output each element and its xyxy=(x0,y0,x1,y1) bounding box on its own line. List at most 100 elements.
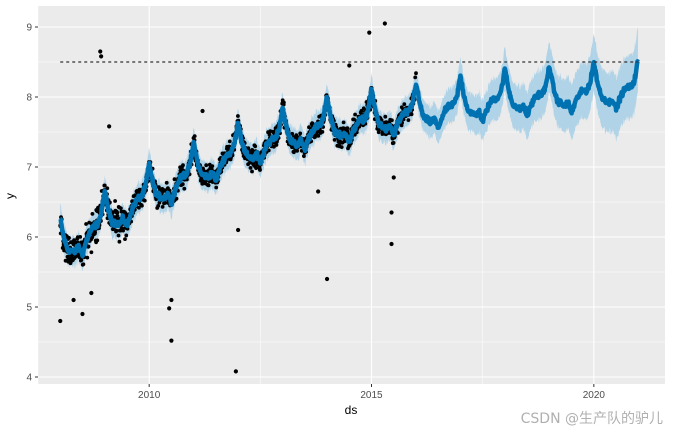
data-point xyxy=(142,198,147,203)
data-point xyxy=(79,258,84,262)
data-point xyxy=(90,212,95,216)
outlier-point xyxy=(71,297,76,303)
outlier-point xyxy=(347,63,352,68)
data-point xyxy=(89,250,94,255)
data-point xyxy=(137,205,141,210)
outlier-point xyxy=(233,369,238,374)
data-point xyxy=(295,149,299,153)
data-point xyxy=(102,183,107,188)
outlier-point xyxy=(169,338,174,343)
y-tick-label: 9 xyxy=(26,23,32,34)
data-point xyxy=(298,131,303,136)
data-point xyxy=(402,102,407,107)
data-point xyxy=(192,134,197,139)
data-point xyxy=(302,154,306,159)
panel-background xyxy=(38,6,665,384)
data-point xyxy=(290,131,295,136)
data-point xyxy=(114,228,119,233)
data-point xyxy=(214,185,219,190)
data-point xyxy=(116,233,121,238)
data-point xyxy=(290,145,294,150)
data-point xyxy=(248,166,253,170)
data-point xyxy=(105,186,110,191)
x-tick-label: 2020 xyxy=(583,390,606,401)
outlier-point xyxy=(382,21,387,26)
outlier-point xyxy=(98,49,103,54)
data-point xyxy=(409,112,414,117)
data-point xyxy=(81,262,86,267)
x-axis-title: ds xyxy=(345,403,358,417)
outlier-point xyxy=(389,210,394,215)
data-point xyxy=(376,130,381,135)
outlier-point xyxy=(236,227,241,233)
data-point xyxy=(383,114,388,119)
data-point xyxy=(164,180,169,185)
forecast-line xyxy=(58,59,640,259)
data-point xyxy=(124,233,129,238)
data-point xyxy=(113,199,117,203)
forecast-line-layer xyxy=(58,59,640,259)
data-point xyxy=(359,108,364,113)
data-point xyxy=(204,163,209,168)
data-point xyxy=(119,206,123,211)
outlier-point xyxy=(391,175,396,180)
y-axis-title: y xyxy=(3,193,17,199)
y-tick-label: 6 xyxy=(26,233,32,244)
data-point xyxy=(406,118,411,122)
x-tick-label: 2015 xyxy=(360,390,383,401)
data-point xyxy=(316,134,321,138)
y-tick-label: 4 xyxy=(26,373,32,384)
outlier-point xyxy=(58,318,63,324)
data-point xyxy=(174,196,179,201)
data-point xyxy=(180,182,185,187)
outlier-point xyxy=(316,189,321,194)
data-point xyxy=(181,163,185,168)
data-point xyxy=(320,130,325,134)
data-point xyxy=(294,133,299,138)
data-point xyxy=(84,222,88,226)
data-point xyxy=(253,144,258,149)
data-point xyxy=(95,238,100,243)
x-tick-label: 2010 xyxy=(138,390,161,401)
data-point xyxy=(413,75,418,80)
data-point xyxy=(236,114,240,118)
data-point xyxy=(182,186,187,191)
data-point xyxy=(78,235,83,239)
data-point xyxy=(254,166,258,171)
data-point xyxy=(156,204,161,208)
outlier-point xyxy=(200,108,205,114)
outlier-point xyxy=(389,241,394,247)
data-point xyxy=(86,244,91,249)
data-point xyxy=(341,120,346,125)
y-tick-label: 7 xyxy=(26,163,32,174)
data-point xyxy=(93,230,97,235)
axes: 4 5 6 7 8 9 2010 2015 2020 xyxy=(26,23,605,402)
data-point xyxy=(274,143,279,147)
data-point xyxy=(352,117,356,122)
data-point xyxy=(140,203,144,208)
data-point xyxy=(206,183,211,188)
y-tick-label: 5 xyxy=(26,303,32,314)
data-point xyxy=(115,210,120,215)
data-point xyxy=(339,145,344,150)
data-point xyxy=(117,239,122,244)
data-point xyxy=(390,118,394,123)
data-point xyxy=(414,71,418,76)
data-point xyxy=(266,148,271,153)
data-point xyxy=(115,214,120,218)
data-point xyxy=(67,236,71,240)
data-point xyxy=(163,201,168,205)
data-point xyxy=(282,100,286,105)
outlier-point xyxy=(169,297,174,303)
data-point xyxy=(172,177,177,182)
data-point xyxy=(361,106,366,111)
y-tick-label: 8 xyxy=(26,93,32,104)
outlier-point xyxy=(367,30,372,35)
data-point xyxy=(160,205,165,209)
outlier-point xyxy=(80,311,85,317)
outlier-point xyxy=(89,290,94,296)
data-point xyxy=(210,164,215,169)
data-point xyxy=(227,139,232,144)
data-point xyxy=(332,138,337,142)
